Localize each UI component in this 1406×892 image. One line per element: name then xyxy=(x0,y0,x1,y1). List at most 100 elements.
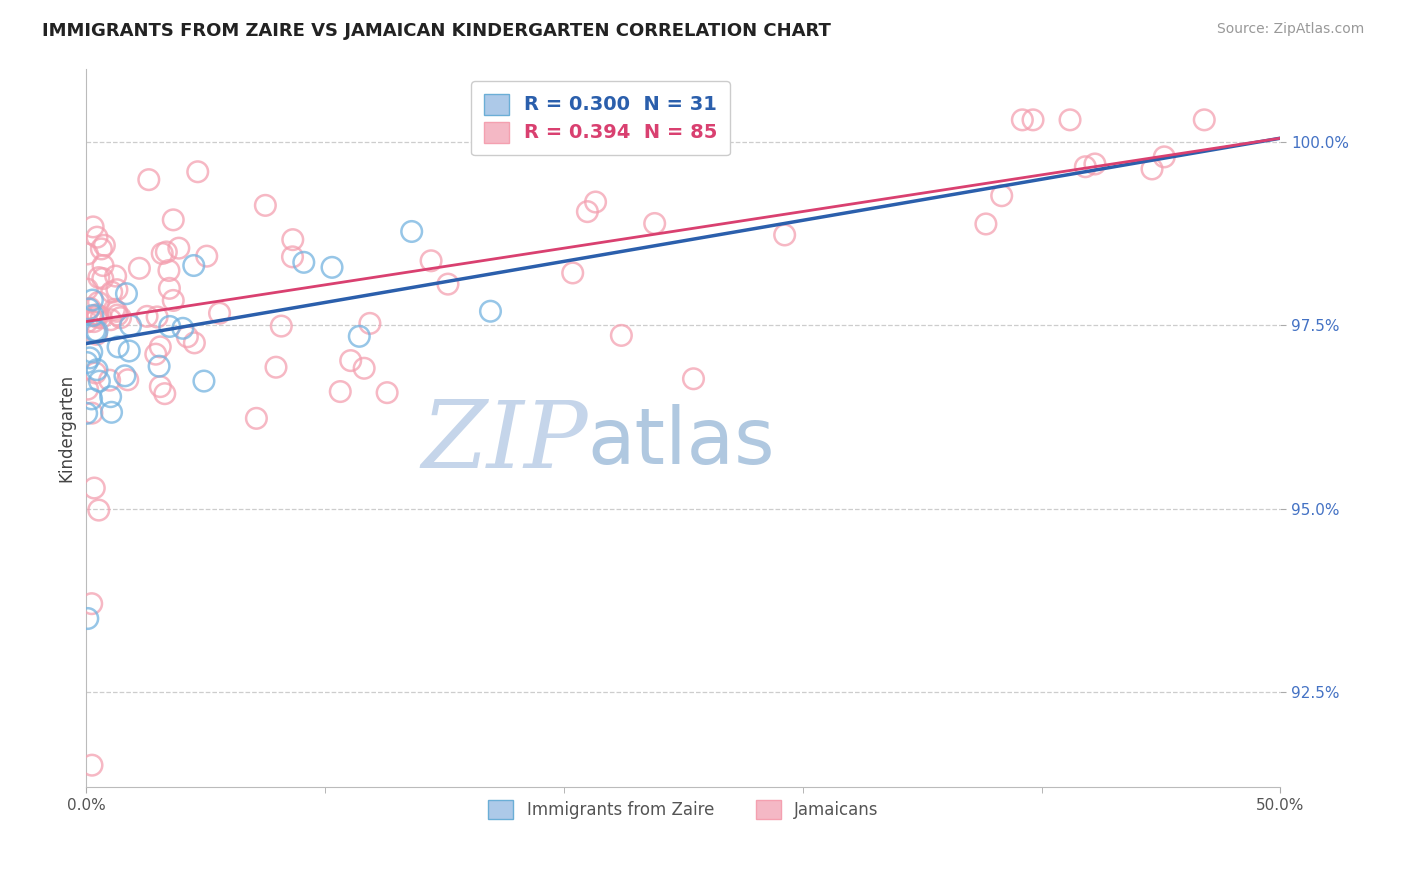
Point xyxy=(292,255,315,269)
Point xyxy=(115,286,138,301)
Point xyxy=(83,481,105,495)
Point xyxy=(167,241,190,255)
Point xyxy=(153,386,176,401)
Point xyxy=(76,406,98,420)
Point xyxy=(98,373,121,387)
Point xyxy=(138,172,160,186)
Point xyxy=(183,259,205,273)
Point xyxy=(100,312,122,326)
Point xyxy=(86,230,108,244)
Point xyxy=(128,261,150,276)
Point xyxy=(264,360,287,375)
Point xyxy=(76,611,98,625)
Point xyxy=(83,315,105,329)
Point xyxy=(93,238,115,252)
Point xyxy=(90,310,112,325)
Point xyxy=(990,188,1012,202)
Point xyxy=(561,266,583,280)
Point xyxy=(339,353,361,368)
Point xyxy=(149,340,172,354)
Point xyxy=(79,351,101,365)
Point xyxy=(89,374,111,388)
Text: ZIP: ZIP xyxy=(422,397,588,487)
Point xyxy=(172,321,194,335)
Point xyxy=(162,212,184,227)
Point xyxy=(82,309,104,323)
Point xyxy=(80,758,103,772)
Point xyxy=(359,317,381,331)
Text: atlas: atlas xyxy=(588,404,775,480)
Point xyxy=(157,263,180,277)
Point xyxy=(76,282,98,296)
Point xyxy=(149,379,172,393)
Point xyxy=(1011,112,1033,127)
Point xyxy=(1059,112,1081,127)
Point xyxy=(146,310,169,324)
Point xyxy=(195,249,218,263)
Point xyxy=(105,283,128,297)
Point xyxy=(682,372,704,386)
Point xyxy=(79,301,101,316)
Point xyxy=(193,374,215,388)
Point xyxy=(80,345,103,359)
Point xyxy=(105,304,128,318)
Point xyxy=(254,198,277,212)
Point xyxy=(281,233,304,247)
Point xyxy=(107,340,129,354)
Point xyxy=(270,319,292,334)
Point xyxy=(145,347,167,361)
Point xyxy=(155,245,177,260)
Point xyxy=(353,361,375,376)
Point xyxy=(80,406,103,420)
Point xyxy=(107,308,129,322)
Point xyxy=(644,217,666,231)
Point xyxy=(349,329,371,343)
Point xyxy=(87,295,110,310)
Point xyxy=(77,301,100,316)
Point xyxy=(321,260,343,275)
Point xyxy=(83,324,105,338)
Y-axis label: Kindergarten: Kindergarten xyxy=(58,374,75,482)
Point xyxy=(80,597,103,611)
Point xyxy=(245,411,267,425)
Point xyxy=(76,247,98,261)
Point xyxy=(76,315,98,329)
Point xyxy=(100,390,122,404)
Point xyxy=(610,328,633,343)
Point xyxy=(86,362,108,376)
Point xyxy=(187,165,209,179)
Point xyxy=(329,384,352,399)
Point xyxy=(401,225,423,239)
Point xyxy=(100,285,122,299)
Point xyxy=(80,392,103,406)
Point xyxy=(148,359,170,374)
Point xyxy=(162,293,184,308)
Point xyxy=(86,324,108,338)
Point xyxy=(1074,160,1097,174)
Point xyxy=(86,310,108,325)
Point xyxy=(159,319,181,334)
Point xyxy=(1194,112,1216,127)
Point xyxy=(103,302,125,317)
Point xyxy=(281,250,304,264)
Point xyxy=(87,270,110,285)
Point xyxy=(1140,161,1163,176)
Point xyxy=(773,227,796,242)
Point xyxy=(76,382,98,396)
Point xyxy=(585,194,607,209)
Point xyxy=(208,306,231,320)
Point xyxy=(82,219,104,234)
Point xyxy=(82,293,104,307)
Point xyxy=(974,217,997,231)
Point xyxy=(437,277,460,292)
Point xyxy=(1153,150,1175,164)
Point xyxy=(150,246,173,260)
Point xyxy=(86,308,108,322)
Point xyxy=(91,259,114,273)
Point xyxy=(117,373,139,387)
Point xyxy=(183,335,205,350)
Point xyxy=(100,405,122,419)
Point xyxy=(87,503,110,517)
Text: Source: ZipAtlas.com: Source: ZipAtlas.com xyxy=(1216,22,1364,37)
Point xyxy=(104,269,127,284)
